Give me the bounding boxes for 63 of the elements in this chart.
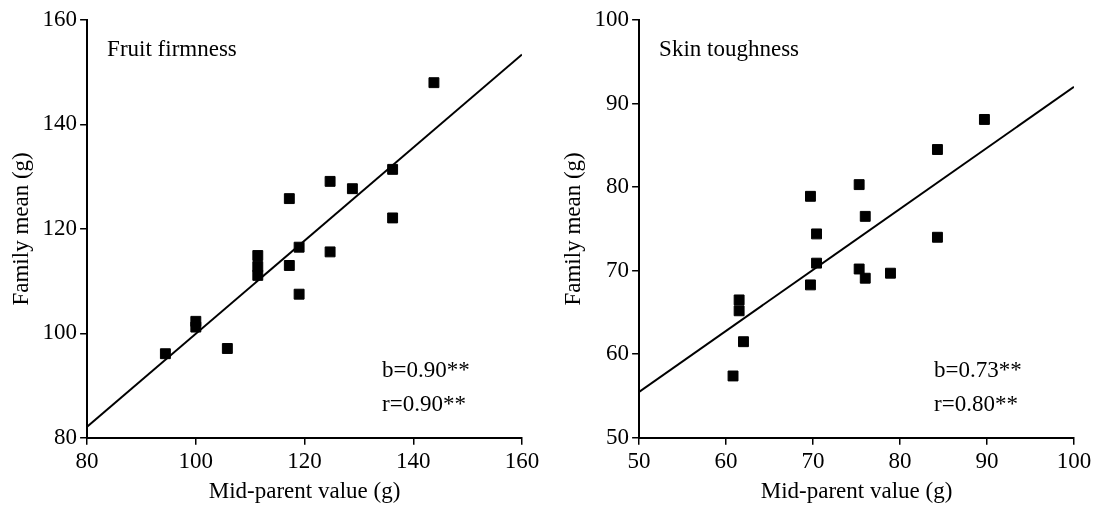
point — [252, 269, 264, 281]
x-tick-label: 90 — [975, 447, 999, 473]
point — [733, 294, 745, 306]
point — [859, 210, 871, 222]
x-tick-label: 140 — [396, 447, 431, 473]
point — [387, 212, 399, 224]
y-tick-label: 90 — [606, 89, 630, 115]
x-tick-label: 60 — [714, 447, 738, 473]
point — [324, 246, 336, 258]
x-tick-label: 100 — [178, 447, 214, 473]
point — [853, 179, 865, 191]
point — [293, 241, 305, 253]
annotation: b=0.90** — [382, 357, 470, 383]
x-tick-label: 80 — [75, 447, 99, 473]
y-tick-label: 80 — [606, 173, 630, 199]
point — [324, 175, 336, 187]
point — [283, 260, 295, 271]
point — [885, 267, 896, 279]
y-tick-label: 60 — [606, 340, 630, 366]
x-tick-label: 50 — [627, 447, 651, 473]
y-tick-label: 160 — [42, 6, 78, 32]
point — [931, 144, 943, 155]
point — [252, 250, 264, 261]
x-axis-title: Mid-parent value (g) — [208, 478, 401, 504]
annotation: r=0.80** — [934, 391, 1018, 417]
point — [428, 77, 440, 89]
x-axis-title: Mid-parent value (g) — [760, 478, 953, 504]
x-tick-label: 70 — [801, 447, 825, 473]
point — [346, 183, 358, 195]
point — [978, 113, 990, 125]
point — [293, 288, 305, 300]
text: Skin toughness — [659, 35, 800, 61]
point — [859, 272, 871, 284]
x-tick-label: 80 — [888, 447, 912, 473]
point — [931, 231, 943, 243]
point — [283, 193, 295, 205]
y-tick-label: 120 — [42, 214, 78, 240]
point — [811, 257, 822, 269]
point — [733, 305, 745, 317]
annotation: r=0.90** — [382, 391, 466, 417]
point — [805, 190, 816, 202]
y-tick-label: 70 — [606, 256, 630, 282]
point — [853, 263, 865, 275]
y-tick-label: 100 — [42, 319, 78, 345]
x-tick-label: 100 — [1056, 447, 1092, 473]
point — [159, 348, 171, 360]
annotation: b=0.73** — [934, 357, 1022, 383]
point — [805, 279, 816, 291]
point — [221, 343, 233, 354]
y-axis-title: Family mean (g) — [7, 152, 33, 306]
y-tick-label: 100 — [594, 6, 630, 32]
point — [727, 370, 739, 382]
y-tick-label: 80 — [54, 423, 78, 449]
point — [738, 336, 749, 348]
point — [811, 228, 822, 240]
text: Fruit firmness — [107, 35, 237, 61]
y-tick-label: 140 — [42, 110, 78, 136]
point — [190, 321, 202, 333]
x-tick-label: 120 — [287, 447, 322, 473]
y-axis-title: Family mean (g) — [559, 152, 585, 306]
y-tick-label: 50 — [606, 423, 630, 449]
point — [387, 163, 399, 175]
x-tick-label: 160 — [504, 447, 540, 473]
